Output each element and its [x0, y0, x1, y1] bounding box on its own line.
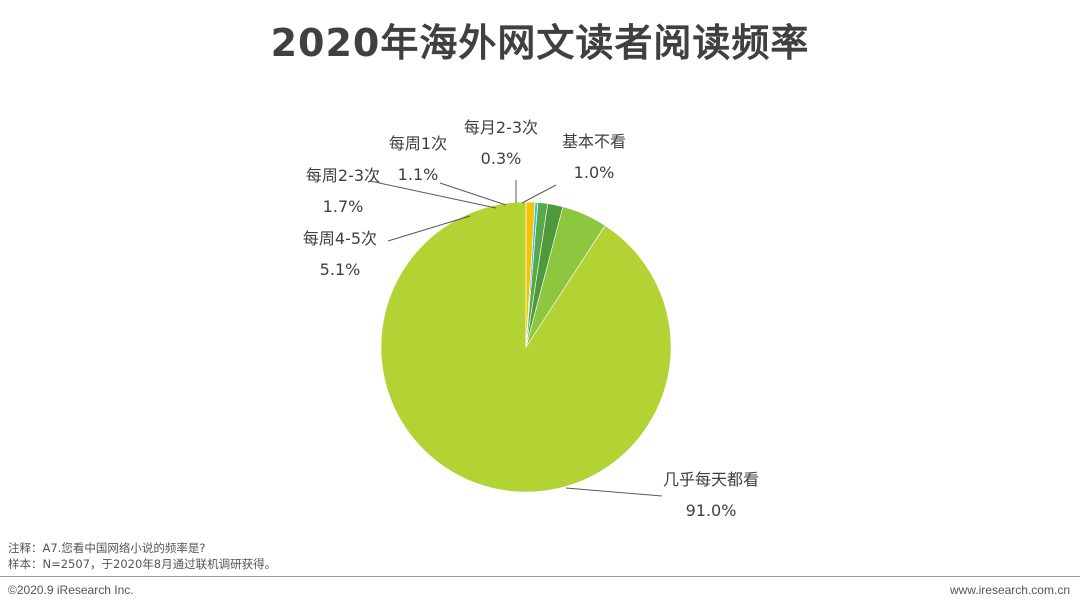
slice-value-label: 91.0%: [686, 501, 737, 520]
website-link[interactable]: www.iresearch.com.cn: [949, 583, 1070, 597]
slice-value-label: 1.7%: [323, 197, 364, 216]
copyright-text: ©2020.9 iResearch Inc.: [8, 583, 134, 597]
leader-line: [387, 215, 471, 242]
leader-line: [439, 182, 507, 206]
slice-value-label: 5.1%: [320, 260, 361, 279]
slice-value-label: 0.3%: [481, 149, 522, 168]
note-sample: 样本：N=2507，于2020年8月通过联机调研获得。: [8, 557, 277, 571]
slice-category-label: 每周2-3次: [306, 166, 380, 185]
chart-title: 2020年海外网文读者阅读频率: [270, 21, 810, 65]
slice-category-label: 每月2-3次: [464, 118, 538, 137]
footer-divider: [0, 576, 1080, 577]
slice-category-label: 基本不看: [562, 132, 626, 151]
slice-category-label: 几乎每天都看: [663, 470, 759, 489]
slice-category-label: 每周1次: [389, 134, 447, 153]
slice-value-label: 1.1%: [398, 165, 439, 184]
slice-category-label: 每周4-5次: [303, 229, 377, 248]
note-question: 注释：A7.您看中国网络小说的频率是?: [8, 541, 206, 555]
leader-line: [565, 487, 663, 497]
leader-line: [369, 180, 497, 209]
pie-slice: [525, 201, 536, 348]
slice-value-label: 1.0%: [574, 163, 615, 182]
leader-line: [521, 184, 557, 204]
